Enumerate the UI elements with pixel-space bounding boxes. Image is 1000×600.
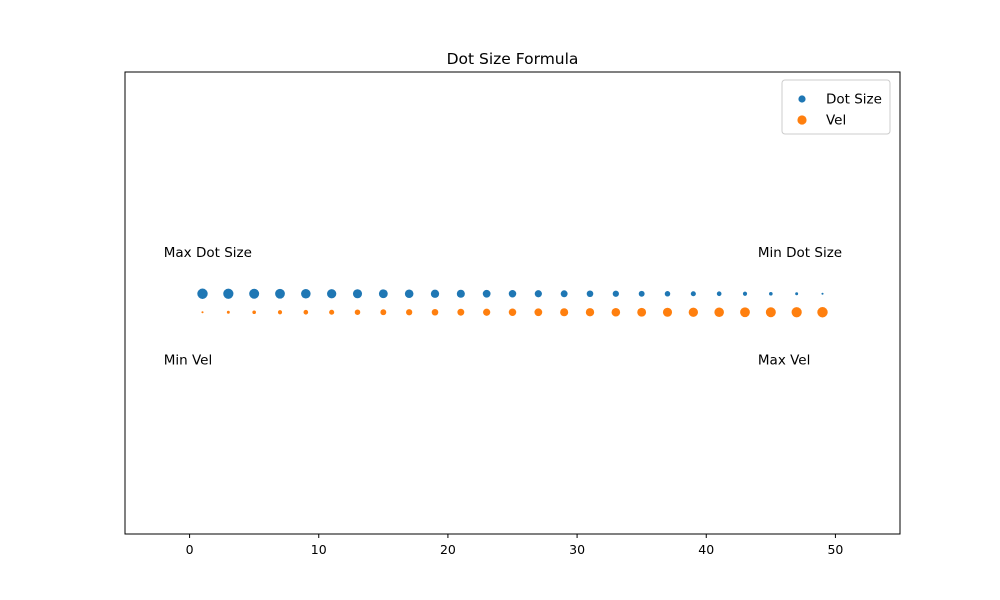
dot-size-point — [275, 288, 285, 299]
vel-point — [637, 307, 647, 317]
vel-point — [662, 307, 673, 317]
vel-point — [277, 310, 283, 315]
vel-point — [560, 308, 569, 317]
series-vel — [201, 307, 828, 318]
dot-size-point — [482, 289, 491, 298]
x-tick-label: 10 — [311, 542, 327, 557]
annotation-min-vel: Min Vel — [164, 353, 213, 369]
vel-point — [226, 310, 230, 314]
legend-label: Vel — [826, 113, 846, 129]
annotation-max-dot-size: Max Dot Size — [164, 245, 252, 261]
legend-marker — [797, 115, 807, 125]
vel-point — [380, 309, 387, 316]
chart-title: Dot Size Formula — [447, 50, 579, 68]
dot-size-point — [638, 290, 645, 297]
dot-size-point — [223, 288, 234, 299]
vel-point — [508, 308, 517, 316]
vel-point — [329, 309, 335, 315]
dot-size-point — [301, 288, 311, 299]
x-tick-label: 50 — [827, 542, 843, 557]
dot-size-point — [612, 290, 619, 297]
legend-box — [781, 79, 891, 135]
dot-size-point — [586, 290, 594, 298]
dot-size-point — [404, 289, 414, 299]
vel-point — [354, 309, 361, 315]
dot-size-point — [742, 291, 748, 296]
vel-point — [740, 307, 750, 318]
vel-point — [483, 308, 491, 316]
vel-point — [765, 307, 776, 318]
vel-point — [817, 307, 828, 318]
vel-point — [585, 308, 595, 317]
dot-size-point — [378, 289, 388, 299]
points-layer — [197, 288, 828, 318]
annotation-max-vel: Max Vel — [758, 353, 810, 369]
dot-size-point — [821, 292, 824, 295]
dot-size-point — [769, 291, 773, 296]
legend-label: Dot Size — [826, 92, 882, 108]
dot-size-point — [508, 290, 517, 298]
vel-point — [303, 309, 309, 315]
dot-size-point — [197, 288, 208, 299]
dot-size-point — [327, 289, 337, 299]
vel-point — [201, 311, 204, 314]
vel-point — [714, 307, 724, 318]
vel-point — [791, 307, 802, 318]
annotation-min-dot-size: Min Dot Size — [758, 245, 842, 261]
dot-size-point — [534, 290, 542, 298]
dot-size-point — [249, 288, 260, 299]
dot-size-point — [456, 289, 465, 298]
dot-size-point — [690, 291, 696, 297]
dot-size-point — [664, 291, 671, 297]
vel-point — [688, 307, 698, 317]
dot-size-point — [430, 289, 440, 298]
vel-point — [457, 308, 465, 316]
series-dot-size — [197, 288, 824, 299]
dot-size-point — [560, 290, 568, 298]
axes-layer: 0 10 20 30 40 50 — [124, 71, 901, 557]
x-tick-label: 0 — [186, 542, 194, 557]
legend: Dot Size Vel — [781, 79, 891, 135]
x-tick-label: 30 — [569, 542, 585, 557]
vel-point — [252, 310, 256, 315]
annotations-layer: Max Dot Size Min Dot Size Min Vel Max Vel — [164, 245, 842, 369]
vel-point — [611, 307, 621, 317]
dot-size-point — [352, 289, 363, 299]
plot-frame — [124, 71, 901, 535]
vel-point — [534, 308, 543, 317]
legend-marker — [798, 95, 806, 103]
x-tick-label: 20 — [440, 542, 456, 557]
dot-size-point — [795, 292, 799, 296]
vel-point — [431, 308, 439, 316]
vel-point — [406, 309, 413, 316]
dot-size-point — [716, 291, 722, 297]
x-tick-label: 40 — [698, 542, 714, 557]
